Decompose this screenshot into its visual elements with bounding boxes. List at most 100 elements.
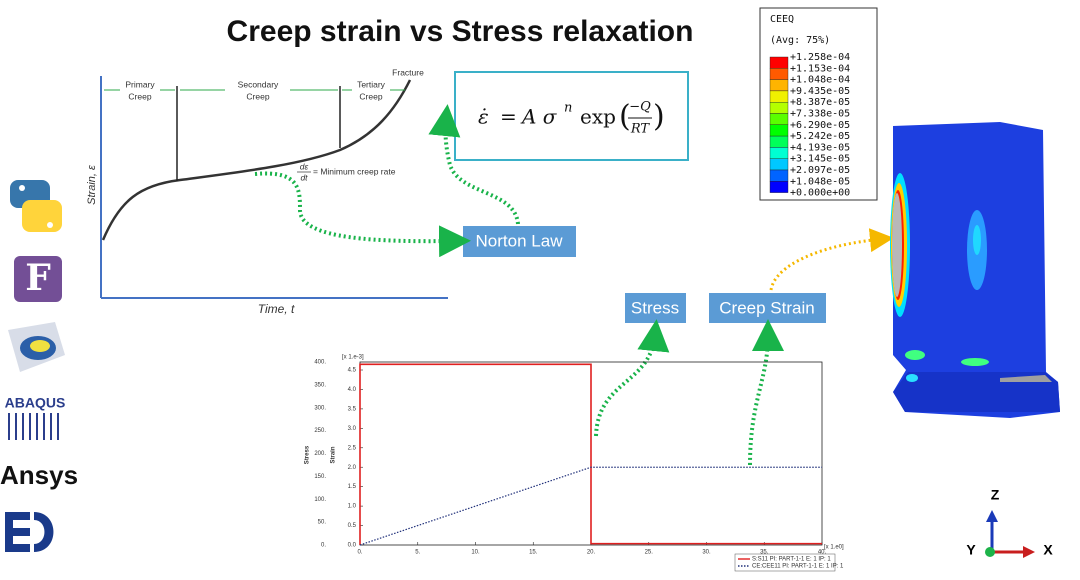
legend-swatch [769, 79, 789, 92]
y2-tick-label: 0.0 [348, 543, 357, 549]
creep-diagram: Primary Creep Secondary Creep Tertiary C… [86, 67, 448, 316]
legend-swatch [769, 181, 789, 193]
stress-label: Stress [631, 298, 679, 317]
axis-triad: Z Y X [966, 487, 1053, 558]
y2-tick-label: 4.0 [348, 387, 357, 393]
arrow [594, 319, 670, 437]
stage-label: Primary [125, 79, 155, 89]
eq-power: n [564, 101, 572, 116]
arrow [428, 104, 520, 225]
series-line [359, 363, 822, 545]
legend-swatch [769, 56, 789, 69]
legend-levels: +1.258e-04+1.153e-04+1.048e-04+9.435e-05… [769, 52, 850, 199]
legend-swatch [769, 169, 789, 182]
legend-level: +9.435e-05 [790, 86, 850, 97]
rate-label: = Minimum creep rate [313, 166, 396, 176]
y2-tick-label: 0.5 [348, 523, 357, 529]
fortran-text: F [25, 257, 51, 299]
blade-model [890, 122, 1060, 418]
title: Creep strain vs Stress relaxation [227, 15, 694, 48]
plot-legend [734, 553, 836, 572]
eq-sign: = [500, 105, 517, 129]
triad-z: Z [991, 487, 1000, 503]
x-tick-label: 10. [471, 550, 480, 556]
legend-level: +6.290e-05 [790, 120, 850, 131]
legend-level: +1.153e-04 [790, 63, 850, 74]
x-axis-label: Time, t [258, 302, 295, 316]
y-label: Stress [305, 445, 311, 464]
legend-level: +1.048e-05 [790, 176, 850, 187]
eq-func: exp [580, 105, 616, 129]
equation-box [454, 71, 689, 161]
triad-y: Y [966, 542, 976, 558]
y2-scale: [x 1.e-3] [342, 355, 364, 361]
logos: F ABAQUS Ansys [0, 180, 78, 552]
legend-title: CEEQ [770, 14, 794, 25]
legend-label: S:S11 PI: PART-1-1 E: 1 IP: 1 [752, 557, 831, 563]
creep-strain-box [709, 293, 826, 323]
eq-coef: A σ [520, 105, 558, 129]
x-tick-label: 40. [818, 550, 827, 556]
x-scale: [x 1.e0] [824, 545, 844, 551]
rate-num: dε [300, 161, 309, 171]
y-tick-label: 150. [314, 474, 326, 480]
legend-level: +2.097e-05 [790, 165, 850, 176]
legend-level: +3.145e-05 [790, 154, 850, 165]
legend-level: +8.387e-05 [790, 97, 850, 108]
legend-level: +1.258e-04 [790, 52, 850, 63]
legend-swatch [769, 68, 789, 80]
legend-label: CE:CEE11 PI: PART-1-1 E: 1 IP: 1 [752, 564, 844, 570]
y-tick-label: 200. [314, 451, 326, 457]
x-tick-label: 25. [645, 550, 654, 556]
legend-swatch [769, 113, 789, 126]
norton-box [463, 226, 576, 257]
arrow [748, 319, 784, 466]
python-logo [22, 200, 62, 232]
y-tick-label: 400. [314, 360, 326, 366]
x-tick-label: 20. [587, 550, 596, 556]
stress-box [625, 293, 686, 323]
y-tick-label: 250. [314, 428, 326, 434]
ansys-text: Ansys [0, 460, 78, 490]
legend-swatch [769, 147, 789, 159]
x-tick-label: 35. [760, 550, 769, 556]
stage-label: Tertiary [357, 79, 386, 89]
fracture-label: Fracture [392, 67, 424, 77]
stage-label: Creep [128, 91, 151, 101]
x-tick-label: 30. [702, 550, 711, 556]
x-tick-label: 0. [357, 550, 362, 556]
y-tick-label: 350. [314, 382, 326, 388]
legend-swatch [769, 124, 789, 137]
x-tick-label: 5. [415, 550, 420, 556]
legend-level: +4.193e-05 [790, 142, 850, 153]
legend-swatch [769, 101, 789, 114]
y2-label: Strain [331, 446, 337, 463]
legend-subtitle: (Avg: 75%) [770, 35, 830, 46]
y2-tick-label: 2.0 [348, 465, 357, 471]
y-tick-label: 50. [318, 520, 327, 526]
eq-num: −Q [629, 100, 651, 115]
series-line [359, 466, 822, 546]
fortran-logo [14, 256, 62, 302]
paren: ) [653, 99, 665, 134]
legend-level: +0.000e+00 [790, 188, 850, 199]
paren: ( [619, 99, 631, 134]
y2-tick-label: 1.0 [348, 504, 357, 510]
x-tick-label: 15. [529, 550, 538, 556]
y2-tick-label: 4.5 [348, 368, 357, 374]
y-tick-label: 0. [321, 543, 326, 549]
equation: ε̇ = A σ n exp ( −Q RT ) [478, 99, 665, 137]
arrow [254, 171, 471, 258]
triad-x: X [1043, 542, 1053, 558]
legend-level: +5.242e-05 [790, 131, 850, 142]
eq-den: RT [630, 122, 651, 137]
y2-tick-label: 2.5 [348, 445, 357, 451]
y2-tick-label: 1.5 [348, 484, 357, 490]
legend-swatch [769, 135, 789, 148]
stage-label: Creep [246, 91, 269, 101]
arrow [769, 228, 894, 291]
eq-lhs: ε̇ [478, 105, 489, 129]
creep-curve [101, 79, 412, 241]
stage-label: Secondary [238, 79, 279, 89]
